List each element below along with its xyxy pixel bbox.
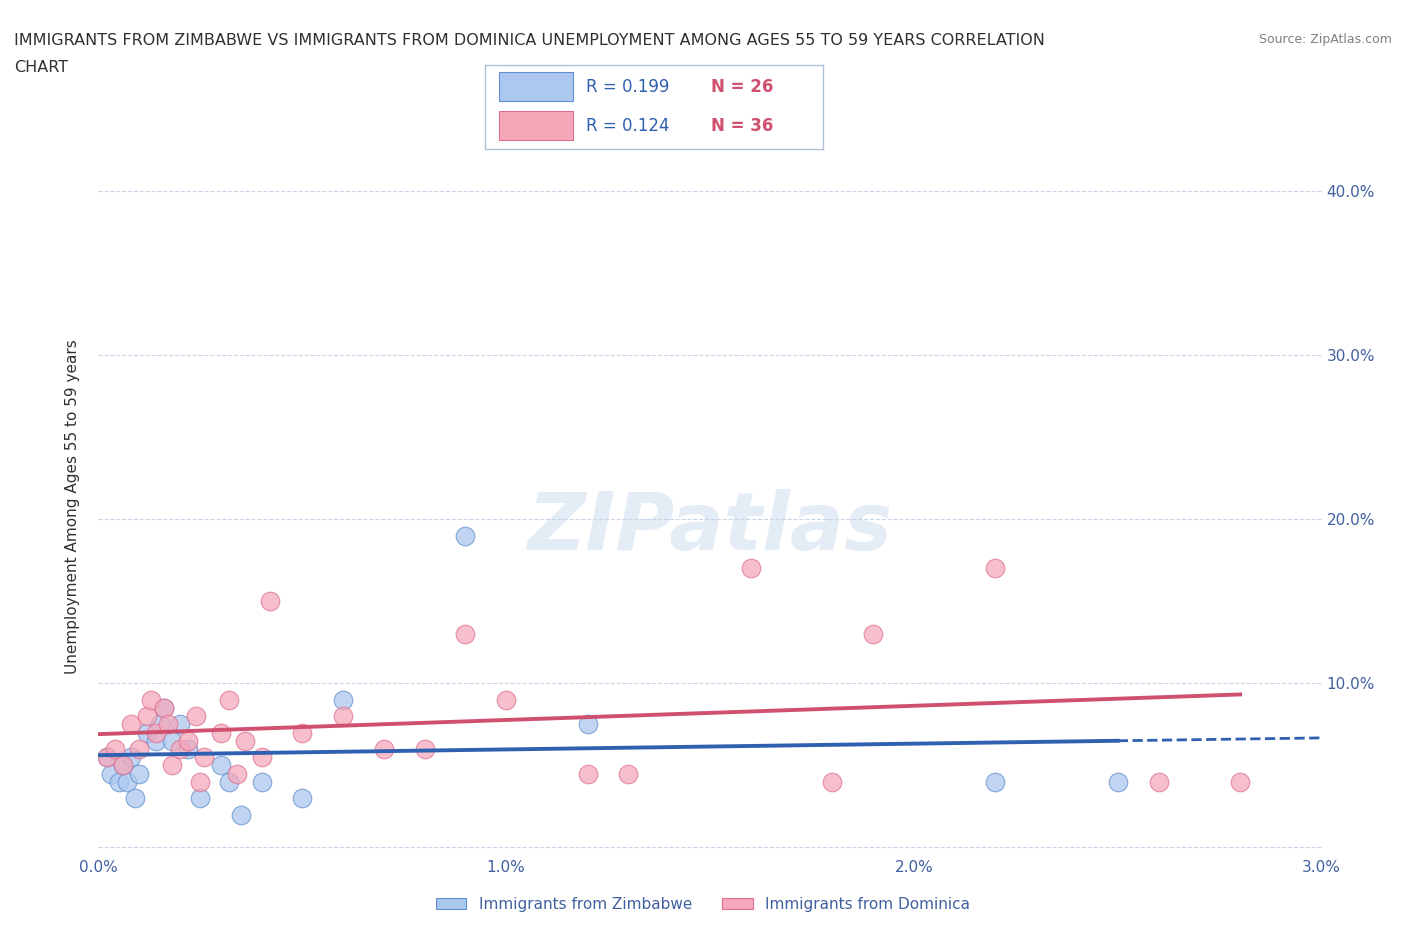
Point [160, 758, 183, 773]
Point [111, 758, 134, 773]
Point [96, 750, 118, 764]
Point [160, 733, 183, 748]
Text: R = 0.124: R = 0.124 [586, 117, 669, 135]
Point [495, 692, 517, 707]
Text: R = 0.199: R = 0.199 [586, 78, 669, 96]
Point [169, 741, 191, 756]
Point [115, 775, 138, 790]
Point [111, 758, 134, 773]
Point [862, 627, 884, 642]
Point [576, 766, 599, 781]
Point [332, 692, 354, 707]
Point [120, 717, 142, 732]
Point [454, 528, 477, 543]
Point [209, 725, 232, 740]
Point [193, 750, 215, 764]
Point [128, 766, 150, 781]
Text: Source: ZipAtlas.com: Source: ZipAtlas.com [1258, 33, 1392, 46]
Text: ZIPatlas: ZIPatlas [527, 489, 893, 566]
Point [136, 709, 159, 724]
Y-axis label: Unemployment Among Ages 55 to 59 years: Unemployment Among Ages 55 to 59 years [65, 339, 80, 674]
Point [156, 717, 179, 732]
Point [209, 758, 232, 773]
Point [454, 627, 477, 642]
Point [186, 709, 208, 724]
Point [141, 692, 163, 707]
Point [413, 741, 436, 756]
Point [145, 725, 167, 740]
Legend: Immigrants from Zimbabwe, Immigrants from Dominica: Immigrants from Zimbabwe, Immigrants fro… [430, 891, 976, 918]
Point [373, 741, 395, 756]
Point [740, 561, 762, 576]
Text: CHART: CHART [14, 60, 67, 75]
Point [259, 593, 281, 608]
Point [984, 561, 1007, 576]
Point [1229, 775, 1251, 790]
Point [108, 775, 131, 790]
Point [250, 775, 273, 790]
Point [104, 741, 127, 756]
Point [576, 717, 599, 732]
Point [1147, 775, 1170, 790]
Point [332, 709, 354, 724]
Point [188, 775, 212, 790]
Point [617, 766, 640, 781]
Point [152, 700, 174, 715]
Point [124, 790, 146, 805]
Point [136, 725, 159, 740]
Point [250, 750, 273, 764]
Point [96, 750, 118, 764]
Point [233, 733, 256, 748]
Point [149, 717, 172, 732]
Point [100, 766, 122, 781]
Bar [499, 72, 572, 101]
Point [226, 766, 249, 781]
Point [218, 775, 240, 790]
Point [188, 790, 212, 805]
Point [291, 790, 314, 805]
Text: N = 26: N = 26 [711, 78, 773, 96]
Point [231, 807, 253, 822]
Bar [499, 112, 572, 140]
Text: N = 36: N = 36 [711, 117, 773, 135]
Point [821, 775, 844, 790]
Point [177, 741, 200, 756]
Point [145, 733, 167, 748]
Point [218, 692, 240, 707]
Point [177, 733, 200, 748]
Text: IMMIGRANTS FROM ZIMBABWE VS IMMIGRANTS FROM DOMINICA UNEMPLOYMENT AMONG AGES 55 : IMMIGRANTS FROM ZIMBABWE VS IMMIGRANTS F… [14, 33, 1045, 47]
Point [152, 700, 174, 715]
Point [120, 750, 142, 764]
Point [984, 775, 1007, 790]
Point [291, 725, 314, 740]
Point [128, 741, 150, 756]
Point [1107, 775, 1129, 790]
Point [169, 717, 191, 732]
